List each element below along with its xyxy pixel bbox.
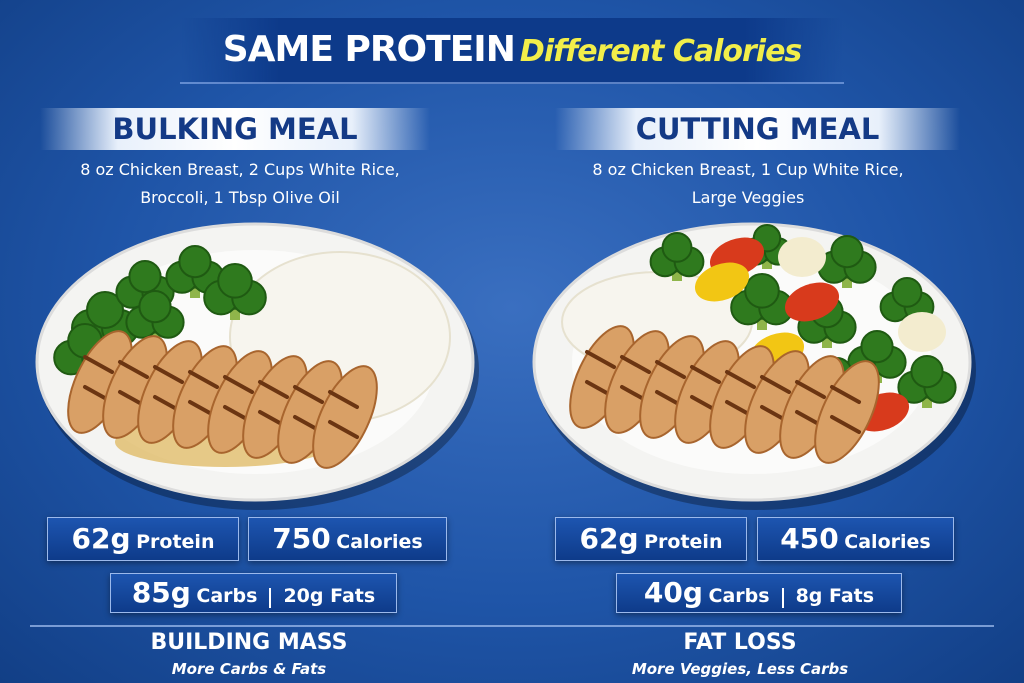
separator [781, 587, 784, 608]
grill-mark [188, 370, 219, 389]
stat-label: Calories [336, 531, 423, 553]
stat-label: Protein [644, 531, 723, 553]
grill-mark [293, 385, 324, 404]
grill-mark [258, 380, 289, 399]
carbs-label: Carbs [708, 585, 770, 607]
broccoli [744, 273, 780, 309]
grill-mark [83, 355, 114, 374]
broccoli [138, 290, 172, 324]
grill-mark [725, 370, 756, 389]
meal-description: 8 oz Chicken Breast, 2 Cups White Rice, [80, 160, 400, 179]
carbs-amount: 40g [643, 576, 703, 609]
broccoli [178, 245, 212, 279]
grill-mark [585, 350, 616, 369]
grill-mark [223, 375, 254, 394]
grill-mark [655, 360, 686, 379]
cauliflower [778, 237, 826, 277]
stat-box: 450 Calories [757, 517, 954, 561]
stat-amount: 62g [71, 522, 131, 555]
stat-label: Calories [844, 531, 931, 553]
footer-subtitle: More Veggies, Less Carbs [631, 660, 849, 678]
stat-label: Protein [136, 531, 215, 553]
grill-mark [795, 380, 826, 399]
carbs-label: Carbs [196, 585, 258, 607]
stat-box: 62g Protein [555, 517, 747, 561]
meal-title: BULKING MEAL [40, 108, 430, 150]
title-bar: SAME PROTEIN Different Calories [180, 18, 844, 84]
broccoli [128, 260, 162, 294]
grill-mark [620, 355, 651, 374]
stat-amount: 62g [579, 522, 639, 555]
macro-box: 40g Carbs 8g Fats [616, 573, 902, 613]
cauliflower [898, 312, 946, 352]
fats: 20g Fats [283, 585, 376, 607]
footer-title: FAT LOSS [683, 630, 797, 655]
stat-amount: 750 [272, 522, 331, 555]
broccoli [830, 235, 864, 269]
grill-mark [328, 390, 359, 409]
separator [269, 587, 272, 608]
macro-box: 85g Carbs 20g Fats [110, 573, 397, 613]
footer-title: BUILDING MASS [150, 630, 348, 655]
meal-description: Large Veggies [691, 188, 805, 207]
stat-box: 62g Protein [47, 517, 239, 561]
chicken-slice [312, 365, 378, 469]
meal-title: CUTTING MEAL [555, 108, 960, 150]
grill-mark [118, 360, 149, 379]
meal-description: 8 oz Chicken Breast, 1 Cup White Rice, [592, 160, 904, 179]
grill-mark [328, 420, 359, 439]
footer-subtitle: More Carbs & Fats [171, 660, 327, 678]
broccoli [86, 291, 124, 329]
grill-mark [690, 365, 721, 384]
pepper [694, 262, 750, 302]
broccoli [891, 277, 923, 308]
grill-mark [153, 365, 184, 384]
broccoli [217, 263, 253, 299]
broccoli [910, 355, 944, 389]
chicken-slice [814, 360, 880, 464]
grill-mark [830, 385, 861, 404]
carbs-amount: 85g [131, 576, 191, 609]
pepper [784, 282, 840, 322]
broccoli [860, 330, 894, 364]
fats: 8g Fats [795, 585, 875, 607]
title: SAME PROTEIN [222, 29, 516, 70]
stat-amount: 450 [780, 522, 839, 555]
subtitle: Different Calories [519, 34, 802, 69]
grill-mark [830, 415, 861, 434]
meal-description: Broccoli, 1 Tbsp Olive Oil [140, 188, 340, 207]
stat-box: 750 Calories [248, 517, 447, 561]
grill-mark [760, 375, 791, 394]
broccoli [661, 232, 693, 263]
